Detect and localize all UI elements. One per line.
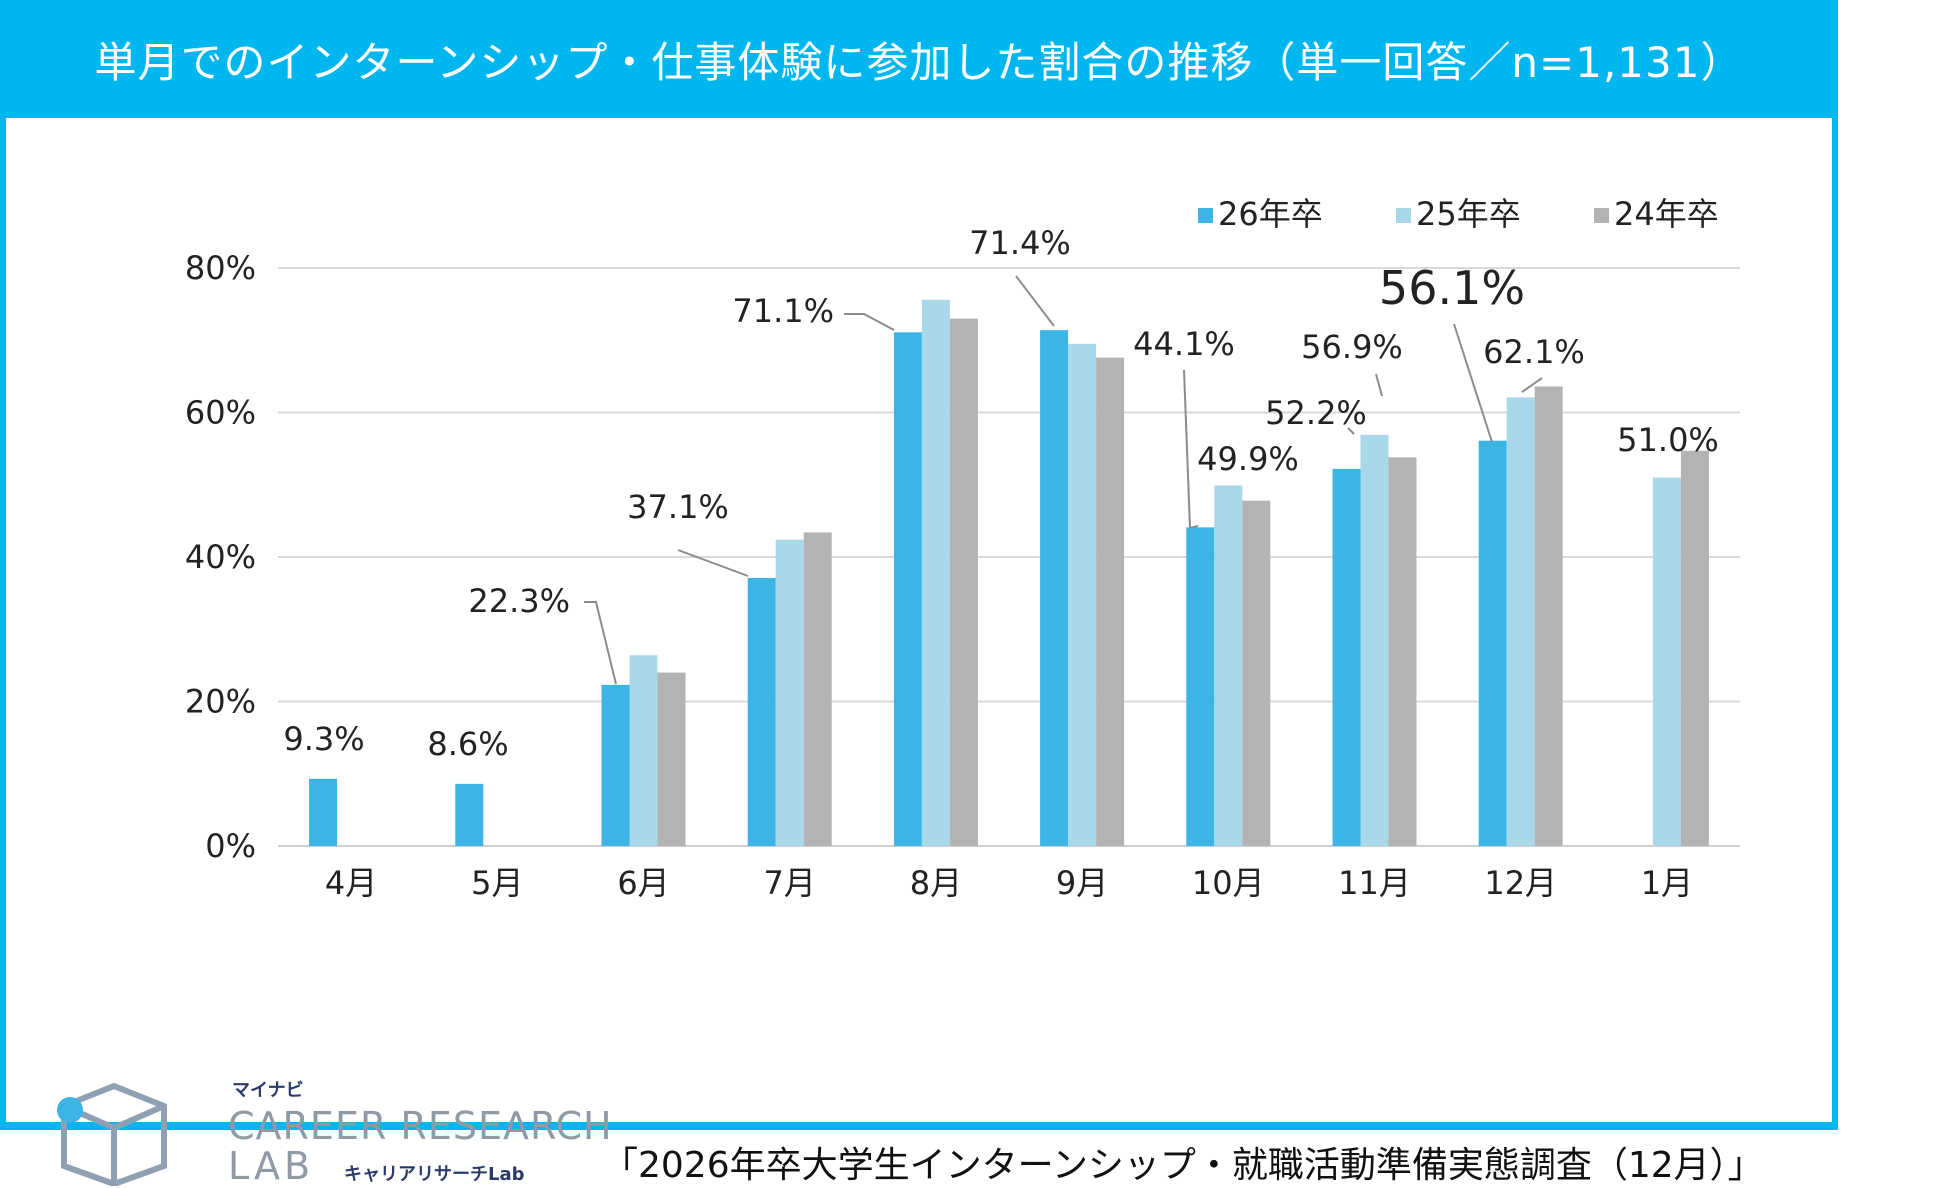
logo-line-2: LAB <box>228 1144 315 1188</box>
data-label: 56.9% <box>1301 328 1403 366</box>
career-research-lab-logo: マイナビ CAREER RESEARCH LAB キャリアリサーチLab <box>54 1076 612 1188</box>
bar-24年卒-12月 <box>1534 386 1563 846</box>
data-label: 52.2% <box>1265 394 1367 432</box>
x-tick-label: 8月 <box>910 864 962 902</box>
data-label: 71.1% <box>732 292 834 330</box>
bar-25年卒-12月 <box>1506 397 1535 846</box>
data-label: 8.6% <box>427 725 508 763</box>
y-tick-label: 20% <box>185 683 256 721</box>
y-tick-label: 80% <box>185 249 256 287</box>
bar-26年卒-4月 <box>309 778 338 846</box>
data-label: 49.9% <box>1197 440 1299 478</box>
highlight-data-label: 56.1% <box>1379 261 1525 315</box>
data-label: 71.4% <box>969 224 1071 262</box>
bar-chart: 0% 20% 40% 60% 80% 4月 5月 6月 7月 8月 9月 10月 11月 12月 1月 9.3… <box>185 195 1740 902</box>
bar-24年卒-7月 <box>803 532 832 846</box>
data-label: 62.1% <box>1483 333 1585 371</box>
logo-brand-small: マイナビ <box>232 1080 304 1101</box>
legend-label: 25年卒 <box>1416 195 1521 233</box>
chart-frame: 単月でのインターンシップ・仕事体験に参加した割合の推移（単一回答／n=1,131… <box>0 0 1838 1188</box>
bar-26年卒-10月 <box>1186 527 1215 846</box>
bar-26年卒-11月 <box>1332 468 1361 846</box>
x-tick-label: 6月 <box>617 864 669 902</box>
leader-line <box>1453 323 1493 443</box>
bar-25年卒-8月 <box>921 299 950 846</box>
x-tick-label: 1月 <box>1641 864 1693 902</box>
x-tick-label: 4月 <box>325 864 377 902</box>
chart-panel: 0% 20% 40% 60% 80% 4月 5月 6月 7月 8月 9月 10月 11月 12月 1月 9.3… <box>6 118 1832 1188</box>
leader-line <box>677 549 749 577</box>
bar-25年卒-11月 <box>1360 434 1389 846</box>
data-label: 37.1% <box>627 488 729 526</box>
chart-title: 単月でのインターンシップ・仕事体験に参加した割合の推移（単一回答／n=1,131… <box>94 37 1744 87</box>
leader-line <box>1015 275 1055 327</box>
bar-24年卒-9月 <box>1096 357 1125 846</box>
legend-label: 26年卒 <box>1218 195 1323 233</box>
logo-kana: キャリアリサーチLab <box>344 1164 525 1185</box>
bar-25年卒-9月 <box>1068 343 1097 846</box>
bar-25年卒-7月 <box>775 539 804 846</box>
legend-label: 24年卒 <box>1614 195 1719 233</box>
legend-swatch-24年卒 <box>1594 208 1609 223</box>
x-tick-label: 5月 <box>471 864 523 902</box>
bar-25年卒-1月 <box>1652 477 1681 846</box>
x-tick-label: 10月 <box>1192 864 1265 902</box>
bar-24年卒-8月 <box>949 318 978 846</box>
data-label: 51.0% <box>1617 421 1719 459</box>
bar-24年卒-11月 <box>1388 457 1417 846</box>
leader-line <box>1375 373 1383 397</box>
x-tick-label: 11月 <box>1338 864 1411 902</box>
legend-swatch-26年卒 <box>1198 208 1213 223</box>
bar-25年卒-6月 <box>629 655 658 846</box>
leader-line <box>1183 369 1199 530</box>
logo-line-1: CAREER RESEARCH <box>228 1104 613 1148</box>
bar-24年卒-6月 <box>657 672 686 846</box>
legend-swatch-25年卒 <box>1396 208 1411 223</box>
bar-25年卒-10月 <box>1214 485 1243 846</box>
bar-26年卒-12月 <box>1478 440 1507 846</box>
bar-26年卒-5月 <box>455 783 484 846</box>
x-tick-label: 12月 <box>1484 864 1557 902</box>
y-tick-label: 0% <box>205 827 256 865</box>
bar-24年卒-10月 <box>1242 500 1271 846</box>
cube-logo-icon <box>57 1082 167 1186</box>
leader-line <box>1347 427 1355 435</box>
bar-26年卒-7月 <box>747 577 776 846</box>
bar-24年卒-1月 <box>1680 450 1709 846</box>
x-tick-label: 7月 <box>764 864 816 902</box>
source-caption: 「2026年卒大学生インターンシップ・就職活動準備実態調査（12月）」 <box>602 1145 1764 1186</box>
bar-26年卒-9月 <box>1040 330 1069 846</box>
data-label: 9.3% <box>283 720 364 758</box>
leader-line <box>844 313 895 331</box>
data-label: 44.1% <box>1133 325 1235 363</box>
leader-line <box>584 601 617 685</box>
data-label: 22.3% <box>468 582 570 620</box>
y-tick-label: 60% <box>185 394 256 432</box>
bar-26年卒-8月 <box>893 332 922 846</box>
bar-26年卒-6月 <box>601 684 630 846</box>
y-tick-label: 40% <box>185 538 256 576</box>
leader-line <box>1521 377 1543 393</box>
x-tick-label: 9月 <box>1056 864 1108 902</box>
